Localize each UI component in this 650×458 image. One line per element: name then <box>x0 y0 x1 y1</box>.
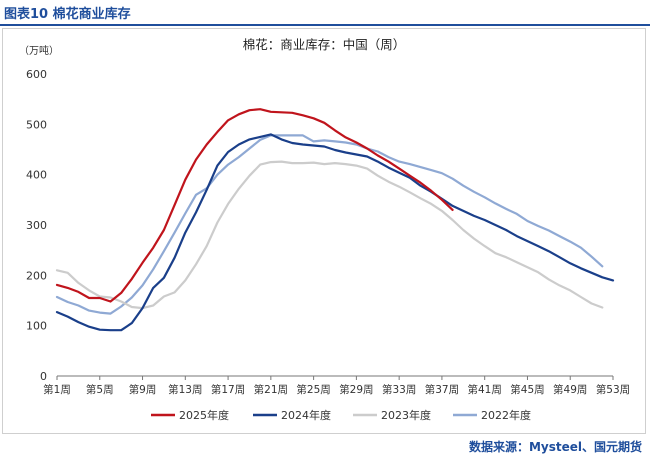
y-tick-label: 300 <box>26 219 47 232</box>
series-line-2025年度 <box>55 108 454 303</box>
y-axis-ticks: 0 100 200 300 400 500 600 <box>26 68 47 383</box>
y-tick-label: 400 <box>26 169 47 182</box>
y-tick-label: 500 <box>26 118 47 131</box>
y-tick-label: 100 <box>26 320 47 333</box>
x-tick-label: 第53周 <box>596 383 630 396</box>
x-tick-label: 第37周 <box>425 383 459 396</box>
data-source-note: 数据来源：Mysteel、国元期货 <box>468 440 642 454</box>
x-tick-label: 第9周 <box>129 383 157 396</box>
x-axis-ticks: 第1周 第5周 第9周 第13周 第17周 第21周 第25周 第29周 第33周 第37周 第41… <box>43 376 630 396</box>
legend-label: 2024年度 <box>281 408 331 422</box>
x-tick-label: 第49周 <box>553 383 587 396</box>
x-tick-label: 第25周 <box>296 383 330 396</box>
legend-label: 2022年度 <box>481 408 531 422</box>
figure-title-rule <box>0 24 650 26</box>
y-tick-label: 200 <box>26 269 47 282</box>
chart-title: 棉花：商业库存：中国（周） <box>243 37 406 52</box>
line-chart: 棉花：商业库存：中国（周） （万吨） 0 100 200 300 400 500 600 第… <box>19 37 630 422</box>
x-tick-label: 第41周 <box>468 383 502 396</box>
chart-frame: 棉花：商业库存：中国（周） （万吨） 0 100 200 300 400 500 600 第… <box>2 28 646 434</box>
x-tick-label: 第5周 <box>86 383 114 396</box>
series-line-2024年度 <box>55 133 615 332</box>
x-tick-label: 第21周 <box>254 383 288 396</box>
figure-label: 图表10 棉花商业库存 <box>4 7 131 22</box>
y-tick-label: 600 <box>26 68 47 81</box>
x-tick-label: 第17周 <box>211 383 245 396</box>
legend-label: 2023年度 <box>381 408 431 422</box>
legend-label: 2025年度 <box>179 408 229 422</box>
x-tick-label: 第1周 <box>43 383 71 396</box>
x-tick-label: 第45周 <box>510 383 544 396</box>
legend: 2025年度 2024年度 2023年度 2022年度 <box>151 408 531 422</box>
y-axis-unit-label: （万吨） <box>19 44 59 57</box>
x-tick-label: 第13周 <box>168 383 202 396</box>
series-line-2022年度 <box>55 134 604 315</box>
x-tick-label: 第29周 <box>339 383 373 396</box>
series-line-2023年度 <box>55 160 604 310</box>
y-tick-label: 0 <box>40 370 47 383</box>
x-tick-label: 第33周 <box>382 383 416 396</box>
series-layer <box>55 108 615 332</box>
